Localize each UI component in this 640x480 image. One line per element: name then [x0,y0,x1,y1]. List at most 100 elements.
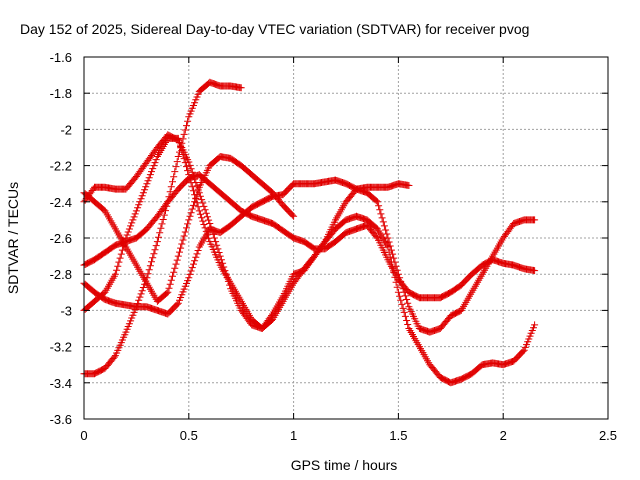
data-point [186,161,194,169]
data-point [194,185,202,193]
data-point [209,230,217,238]
data-point [181,228,189,236]
data-point [146,171,154,179]
data-point [151,159,159,167]
data-point [201,224,209,232]
data-point [208,227,216,235]
data-point [205,216,213,224]
data-point [143,180,151,188]
data-point [136,198,144,206]
data-point [132,207,140,215]
data-point [170,268,178,276]
data-point [184,220,192,228]
data-point [392,262,400,270]
data-point [187,179,195,187]
data-point [165,284,173,292]
data-point [177,244,185,252]
data-point [131,210,139,218]
data-point [117,250,125,258]
data-point [394,288,402,296]
data-point [186,270,194,278]
data-point [125,225,133,233]
data-points [80,78,539,387]
data-point [135,296,143,304]
data-point [138,287,146,295]
data-point [191,257,199,265]
data-point [110,353,118,361]
data-point [387,258,395,266]
y-tick-label: -3.6 [50,412,72,427]
data-point [137,195,145,203]
data-point [192,253,200,261]
data-point [174,299,182,307]
data-point [185,274,193,282]
data-point [383,230,391,238]
data-point [164,288,172,296]
data-point [389,263,397,271]
data-point [136,293,144,301]
data-point [186,175,194,183]
data-point [195,189,203,197]
data-point [148,258,155,266]
data-point [191,99,199,107]
data-point [186,212,194,220]
data-point [290,212,298,220]
data-point [180,155,188,163]
data-point [379,218,387,226]
x-tick-label: 0 [80,428,87,443]
data-point [144,270,152,278]
data-point [382,226,390,234]
data-point [390,268,398,276]
data-point [202,227,210,235]
data-point [396,292,404,300]
data-point [173,256,181,264]
data-point [169,272,176,280]
data-point [399,285,407,293]
x-tick-labels: 0 0.5 1 1.5 2 2.5 [80,428,617,443]
data-point [178,240,186,248]
data-point [159,216,167,223]
data-point [206,220,214,227]
data-point [150,162,158,170]
data-point [123,231,131,239]
data-point [205,234,213,242]
data-point [171,264,179,272]
data-point [118,246,126,254]
data-point [158,220,166,228]
data-point [397,296,405,304]
x-axis-label: GPS time / hours [291,457,398,473]
data-point [375,202,383,210]
data-point [198,196,206,204]
data-point [176,248,183,256]
data-point [121,238,129,246]
data-point [203,213,211,221]
data-point [167,276,175,284]
data-point [213,241,221,249]
y-tick-label: -2.8 [50,267,72,282]
data-point [183,280,190,287]
data-point [170,173,178,181]
y-tick-label: -2 [60,122,72,137]
data-point [141,186,149,194]
data-point [173,300,181,308]
data-point [156,229,164,237]
data-point [399,304,407,312]
data-point [183,163,190,171]
y-tick-label: -2.4 [50,195,72,210]
data-point [519,347,527,355]
data-point [397,277,405,285]
data-point [178,147,186,154]
data-point [198,214,206,222]
data-point [393,283,401,291]
data-point [184,117,192,125]
data-point [404,321,412,328]
data-point [169,178,176,186]
data-point [149,165,157,173]
data-point [111,270,119,278]
data-point [181,159,189,167]
data-point [185,216,193,224]
data-point [376,206,384,214]
data-point [384,234,392,242]
data-point [157,224,165,232]
